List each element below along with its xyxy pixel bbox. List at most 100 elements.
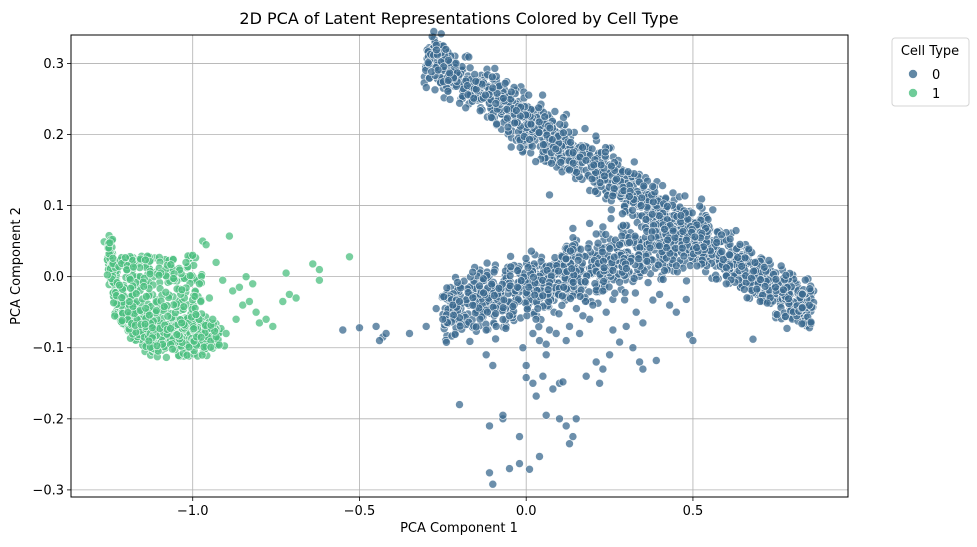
scatter-point-cell-type-0 [595, 378, 604, 388]
scatter-point-cell-type-0 [682, 235, 691, 245]
scatter-point-cell-type-0 [601, 230, 611, 239]
scatter-point-cell-type-0 [455, 297, 464, 306]
scatter-point-cell-type-0 [690, 232, 700, 242]
scatter-point-cell-type-0 [421, 83, 431, 92]
scatter-point-cell-type-0 [431, 304, 441, 313]
scatter-point-cell-type-0 [485, 468, 494, 478]
scatter-point-cell-type-0 [541, 339, 551, 349]
scatter-point-cell-type-0 [568, 224, 578, 233]
scatter-point-cell-type-0 [593, 238, 603, 248]
scatter-point-cell-type-0 [488, 361, 498, 370]
scatter-point-cell-type-0 [607, 205, 616, 214]
plot-area [70, 27, 849, 498]
scatter-point-cell-type-1 [181, 258, 191, 267]
scatter-point-cell-type-0 [677, 243, 687, 253]
scatter-point-cell-type-0 [442, 283, 452, 293]
scatter-point-cell-type-0 [439, 292, 449, 302]
scatter-point-cell-type-0 [355, 323, 364, 333]
scatter-point-cell-type-1 [225, 231, 234, 241]
scatter-point-cell-type-1 [315, 265, 324, 274]
scatter-point-cell-type-0 [508, 302, 518, 311]
scatter-point-cell-type-0 [782, 324, 792, 333]
scatter-point-cell-type-1 [261, 314, 271, 324]
scatter-point-cell-type-0 [429, 27, 439, 36]
scatter-point-cell-type-0 [725, 250, 734, 259]
scatter-point-cell-type-0 [629, 157, 639, 167]
scatter-point-cell-type-0 [464, 52, 474, 62]
scatter-point-cell-type-0 [445, 68, 455, 78]
scatter-point-cell-type-0 [541, 410, 551, 420]
scatter-point-cell-type-0 [443, 86, 453, 96]
scatter-point-cell-type-0 [662, 243, 671, 252]
scatter-point-cell-type-0 [750, 258, 760, 267]
scatter-point-cell-type-0 [531, 314, 541, 324]
scatter-point-cell-type-0 [609, 184, 619, 193]
scatter-point-cell-type-0 [462, 81, 472, 90]
scatter-point-cell-type-0 [338, 325, 348, 335]
scatter-point-cell-type-0 [718, 255, 728, 264]
scatter-point-cell-type-0 [423, 58, 433, 68]
scatter-point-cell-type-0 [737, 261, 747, 271]
scatter-point-cell-type-0 [671, 307, 681, 317]
scatter-point-cell-type-0 [531, 391, 541, 401]
scatter-point-cell-type-0 [605, 350, 614, 360]
x-tick-label: −0.5 [344, 504, 376, 519]
scatter-point-cell-type-1 [141, 303, 150, 313]
scatter-point-cell-type-1 [218, 275, 227, 285]
scatter-point-cell-type-0 [608, 191, 618, 201]
scatter-point-cell-type-0 [566, 294, 575, 303]
scatter-point-cell-type-0 [531, 157, 541, 166]
scatter-point-cell-type-0 [679, 251, 689, 261]
y-tick-label: 0.3 [43, 57, 64, 72]
scatter-point-cell-type-0 [505, 464, 514, 473]
scatter-point-cell-type-0 [468, 267, 478, 277]
scatter-point-cell-type-1 [142, 292, 151, 301]
scatter-point-cell-type-0 [524, 90, 534, 100]
scatter-point-cell-type-0 [597, 247, 607, 257]
scatter-point-cell-type-0 [538, 90, 547, 100]
scatter-point-cell-type-0 [540, 112, 550, 121]
scatter-point-cell-type-0 [502, 105, 512, 114]
scatter-point-cell-type-0 [482, 258, 492, 268]
scatter-point-cell-type-0 [638, 318, 648, 328]
scatter-point-cell-type-0 [541, 350, 551, 360]
scatter-point-cell-type-0 [561, 254, 571, 264]
scatter-point-cell-type-0 [591, 229, 601, 239]
scatter-point-cell-type-1 [281, 268, 291, 278]
scatter-point-cell-type-0 [671, 261, 681, 271]
scatter-point-cell-type-0 [491, 99, 501, 108]
scatter-point-cell-type-0 [494, 283, 504, 293]
scatter-point-cell-type-0 [502, 113, 512, 123]
scatter-point-cell-type-1 [214, 340, 224, 350]
scatter-point-cell-type-0 [740, 253, 750, 263]
scatter-point-cell-type-0 [647, 209, 657, 219]
scatter-point-cell-type-0 [491, 322, 501, 331]
scatter-point-cell-type-0 [445, 95, 455, 104]
scatter-point-cell-type-0 [515, 432, 524, 441]
scatter-point-cell-type-0 [444, 55, 453, 65]
scatter-point-cell-type-0 [487, 72, 497, 82]
scatter-point-cell-type-0 [771, 282, 780, 292]
scatter-point-cell-type-0 [797, 303, 807, 312]
scatter-point-cell-type-0 [668, 226, 678, 236]
scatter-point-cell-type-0 [557, 301, 567, 310]
scatter-point-cell-type-0 [571, 414, 581, 424]
scatter-point-cell-type-0 [631, 288, 640, 298]
scatter-point-cell-type-1 [152, 341, 162, 351]
scatter-point-cell-type-0 [607, 161, 616, 171]
scatter-point-cell-type-0 [535, 452, 544, 461]
scatter-point-cell-type-0 [436, 29, 446, 39]
scatter-point-cell-type-0 [665, 300, 674, 310]
scatter-point-cell-type-0 [558, 377, 568, 387]
scatter-point-cell-type-0 [600, 171, 609, 181]
legend-marker-0 [908, 69, 918, 79]
scatter-point-cell-type-0 [615, 240, 624, 250]
scatter-point-cell-type-0 [521, 254, 531, 263]
scatter-point-cell-type-0 [618, 221, 628, 230]
scatter-point-cell-type-0 [528, 329, 538, 338]
scatter-point-cell-type-1 [188, 251, 197, 260]
scatter-point-cell-type-0 [580, 277, 590, 286]
scatter-point-cell-type-0 [731, 226, 741, 235]
scatter-point-cell-type-0 [503, 122, 513, 132]
scatter-point-cell-type-0 [744, 244, 754, 254]
